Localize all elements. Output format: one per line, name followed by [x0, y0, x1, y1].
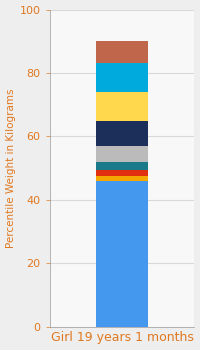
Bar [96, 120, 148, 146]
Bar [96, 181, 148, 327]
Bar [96, 162, 148, 170]
Bar [96, 92, 148, 120]
Bar [96, 146, 148, 162]
Bar [96, 170, 148, 176]
Bar [96, 63, 148, 92]
Bar [96, 41, 148, 63]
Bar [96, 176, 148, 181]
Y-axis label: Percentile Weight in Kilograms: Percentile Weight in Kilograms [6, 88, 16, 248]
